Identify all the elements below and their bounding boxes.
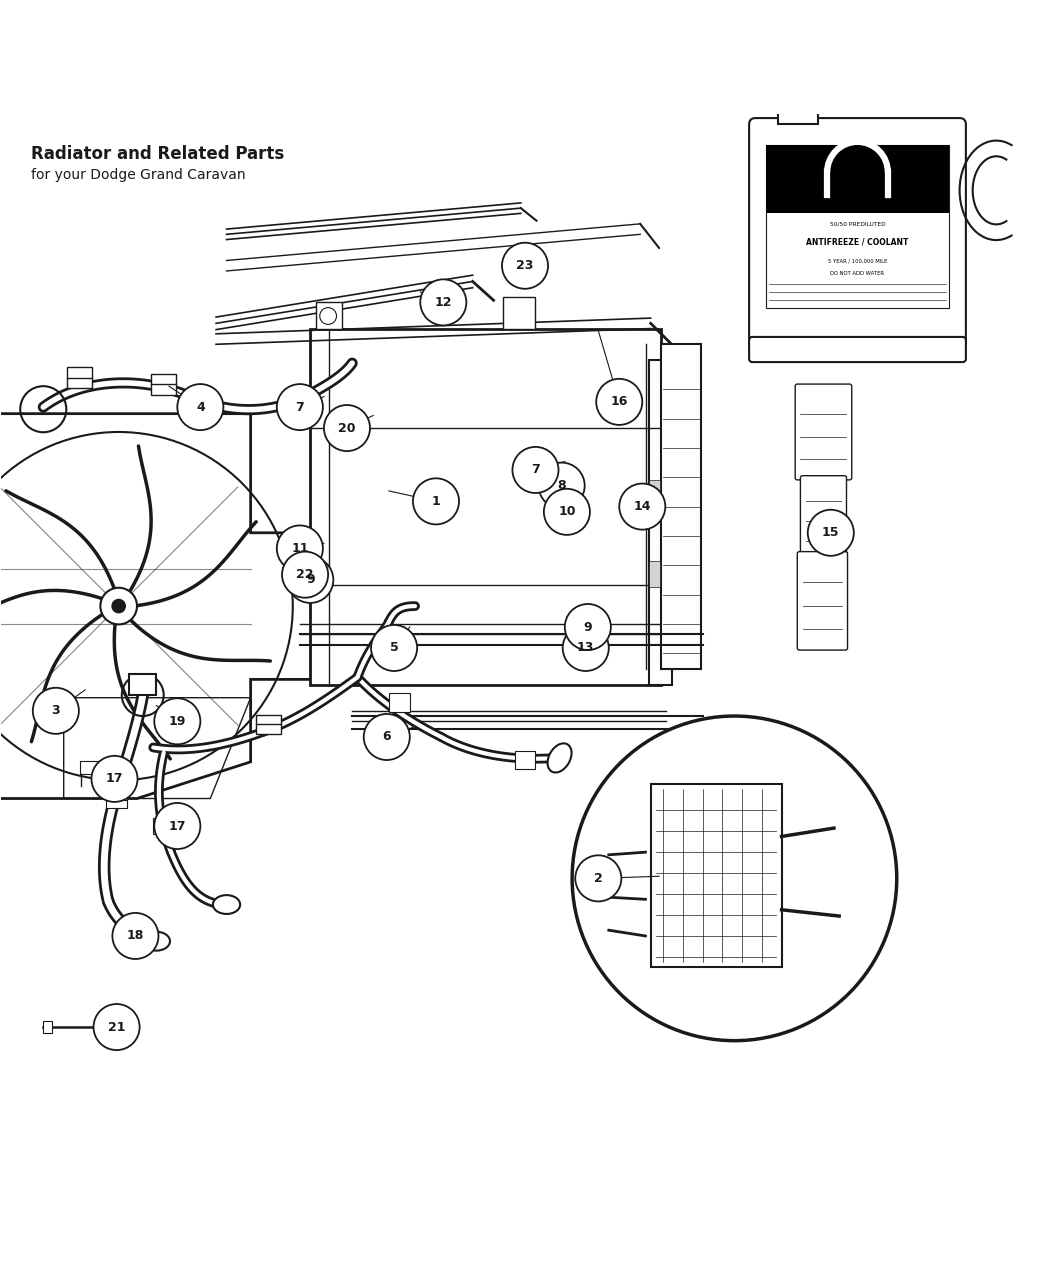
Bar — [106, 792, 127, 808]
Text: 1: 1 — [432, 495, 440, 507]
Text: 12: 12 — [435, 296, 453, 309]
Text: ANTIFREEZE / COOLANT: ANTIFREEZE / COOLANT — [806, 237, 908, 246]
Circle shape — [154, 699, 201, 745]
Bar — [153, 817, 174, 834]
Circle shape — [512, 448, 559, 493]
Bar — [80, 761, 101, 774]
Circle shape — [596, 379, 643, 425]
Bar — [649, 481, 660, 506]
Bar — [316, 302, 341, 329]
Bar — [765, 145, 949, 307]
Text: 17: 17 — [106, 773, 123, 785]
Circle shape — [807, 510, 854, 556]
Circle shape — [572, 717, 897, 1040]
Text: 20: 20 — [338, 422, 356, 435]
Circle shape — [324, 405, 370, 451]
Bar — [288, 389, 313, 409]
Text: 23: 23 — [517, 259, 533, 273]
Circle shape — [111, 599, 126, 613]
Text: 22: 22 — [296, 569, 314, 581]
Text: 4: 4 — [196, 400, 205, 413]
Bar — [43, 1021, 51, 1033]
Text: 10: 10 — [559, 505, 575, 519]
Text: 14: 14 — [633, 500, 651, 513]
Circle shape — [93, 1003, 140, 1051]
Circle shape — [575, 856, 622, 901]
Bar — [649, 360, 672, 685]
Text: 18: 18 — [127, 929, 144, 942]
Bar — [778, 101, 818, 125]
Bar — [503, 297, 534, 329]
Circle shape — [371, 625, 417, 671]
Text: 13: 13 — [578, 641, 594, 654]
Text: 9: 9 — [584, 621, 592, 634]
Circle shape — [565, 604, 611, 650]
Text: 17: 17 — [169, 820, 186, 833]
Polygon shape — [0, 413, 320, 798]
Text: 19: 19 — [169, 715, 186, 728]
FancyBboxPatch shape — [772, 80, 824, 103]
Circle shape — [277, 525, 323, 571]
Circle shape — [413, 478, 459, 524]
Ellipse shape — [143, 932, 170, 951]
Circle shape — [33, 687, 79, 734]
Circle shape — [282, 552, 328, 598]
Circle shape — [177, 384, 224, 430]
Bar — [649, 561, 660, 588]
Text: 7: 7 — [295, 400, 304, 413]
FancyBboxPatch shape — [797, 552, 847, 650]
Text: 21: 21 — [108, 1020, 125, 1034]
Text: MOPAR: MOPAR — [845, 150, 870, 156]
Bar — [256, 715, 281, 734]
Text: 7: 7 — [531, 463, 540, 477]
Text: 15: 15 — [822, 527, 840, 539]
Circle shape — [112, 913, 159, 959]
Bar — [67, 367, 92, 389]
Bar — [765, 145, 949, 213]
Circle shape — [277, 384, 323, 430]
Circle shape — [91, 756, 138, 802]
Circle shape — [502, 242, 548, 288]
Circle shape — [539, 463, 585, 509]
FancyBboxPatch shape — [749, 337, 966, 362]
Circle shape — [101, 588, 136, 625]
Text: for your Dodge Grand Caravan: for your Dodge Grand Caravan — [30, 168, 246, 182]
Text: 16: 16 — [610, 395, 628, 408]
Text: 5 YEAR / 100,000 MILE: 5 YEAR / 100,000 MILE — [827, 258, 887, 263]
Circle shape — [363, 714, 410, 760]
FancyBboxPatch shape — [800, 476, 846, 558]
Ellipse shape — [213, 895, 240, 914]
Text: 2: 2 — [594, 872, 603, 885]
Text: 11: 11 — [291, 542, 309, 555]
Bar — [514, 751, 536, 769]
Bar — [388, 694, 410, 711]
Text: 3: 3 — [51, 704, 60, 718]
Text: 9: 9 — [306, 574, 315, 586]
FancyBboxPatch shape — [749, 119, 966, 351]
Circle shape — [544, 488, 590, 536]
Text: Radiator and Related Parts: Radiator and Related Parts — [30, 145, 284, 163]
Text: 6: 6 — [382, 731, 391, 743]
Circle shape — [288, 557, 333, 603]
Circle shape — [420, 279, 466, 325]
Bar — [311, 329, 662, 685]
Bar — [129, 674, 156, 695]
Circle shape — [563, 625, 609, 671]
Bar — [151, 374, 176, 394]
Bar — [651, 784, 781, 968]
Text: 5: 5 — [390, 641, 398, 654]
Bar — [662, 344, 701, 669]
Text: DO NOT ADD WATER: DO NOT ADD WATER — [831, 270, 884, 275]
Text: 50/50 PREDILUTED: 50/50 PREDILUTED — [830, 222, 885, 227]
Ellipse shape — [547, 743, 571, 773]
Text: 8: 8 — [558, 479, 566, 492]
Circle shape — [620, 483, 666, 529]
Circle shape — [154, 803, 201, 849]
FancyBboxPatch shape — [795, 384, 852, 479]
